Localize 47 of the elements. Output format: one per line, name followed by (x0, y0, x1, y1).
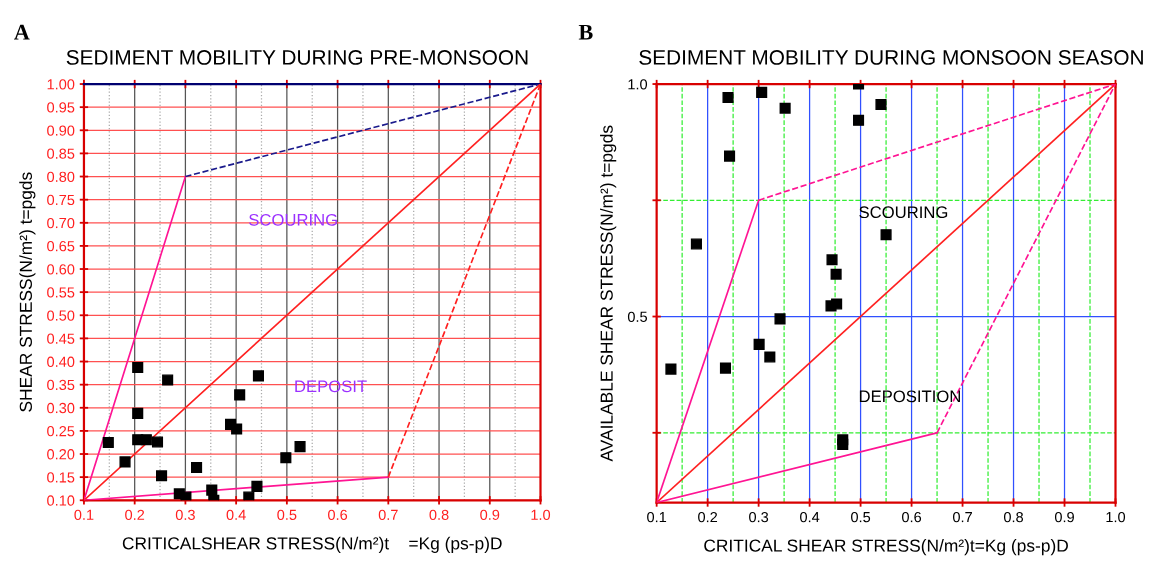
x-axis-title: CRITICAL SHEAR STRESS(N/m²)t=Kg (ps-p)D (704, 539, 1068, 556)
chart-title: SEDIMENT MOBILITY DURING MONSOON SEASON (639, 50, 1143, 65)
y-tick-label: 0.85 (47, 148, 75, 159)
text: B (578, 24, 593, 40)
x-tick-label: 0.1 (647, 511, 667, 523)
y-tick-label: 0.90 (47, 125, 75, 136)
text: A (14, 24, 30, 40)
x-tick-label: 0.9 (1054, 511, 1074, 523)
x-tick-label: 0.3 (749, 511, 769, 523)
x-tick-label: 0.6 (328, 509, 348, 521)
y-tick-label: 0.10 (47, 495, 75, 506)
x-tick-label: 0.7 (378, 509, 398, 521)
y-tick-label: 0.65 (47, 241, 75, 252)
y-tick-label: 0.95 (47, 102, 75, 113)
x-tick-label: 0.3 (175, 509, 195, 521)
x-tick-label: 0.5 (277, 509, 297, 521)
y-tick-label: 0.80 (47, 171, 75, 182)
y-tick-label: 1.00 (47, 79, 75, 90)
y-tick-label: 0.20 (47, 449, 75, 460)
y-tick-label: 0.30 (47, 402, 75, 414)
y-tick-label: 0.50 (47, 310, 75, 321)
x-tick-label: 0.2 (125, 509, 145, 521)
y-tick-label: 0.45 (47, 333, 75, 344)
x-tick-label: 0.2 (698, 511, 718, 523)
y-tick-label: 0.75 (47, 194, 75, 206)
x-axis-title: CRITICALSHEAR STRESS(N/m²)t =Kg (ps-p)D (122, 536, 502, 553)
x-tick-label: 0.7 (952, 511, 972, 523)
y-tick-label: 0.55 (47, 287, 75, 298)
x-tick-label: 0.4 (226, 509, 246, 521)
y-tick-label: 0.40 (47, 356, 75, 367)
y-tick-label: 0.70 (47, 217, 75, 229)
x-tick-label: 0.4 (800, 511, 820, 523)
y-tick-label: 0.25 (47, 426, 75, 437)
x-tick-label: 1.0 (1106, 511, 1126, 523)
y-tick-label: 0.15 (47, 472, 75, 483)
y-axis-title: AVAILABLE SHEAR STRESS(N/m²) t=pgds (600, 125, 617, 462)
x-tick-label: 0.9 (480, 509, 500, 521)
x-tick-label: 0.5 (851, 511, 871, 523)
x-tick-label: 1.0 (531, 509, 551, 521)
y-tick-label: 0.60 (47, 264, 75, 275)
x-tick-label: 0.6 (902, 511, 922, 523)
chart-title: SEDIMENT MOBILITY DURING PRE-MONSOON (66, 50, 528, 65)
y-axis-title: SHEAR STRESS(N/m²) t=pgds (19, 172, 36, 412)
x-tick-label: 0.8 (1003, 511, 1024, 523)
x-tick-label: 0.1 (74, 509, 94, 521)
y-tick-label: 0.35 (47, 379, 75, 391)
x-tick-label: 0.8 (429, 509, 449, 521)
